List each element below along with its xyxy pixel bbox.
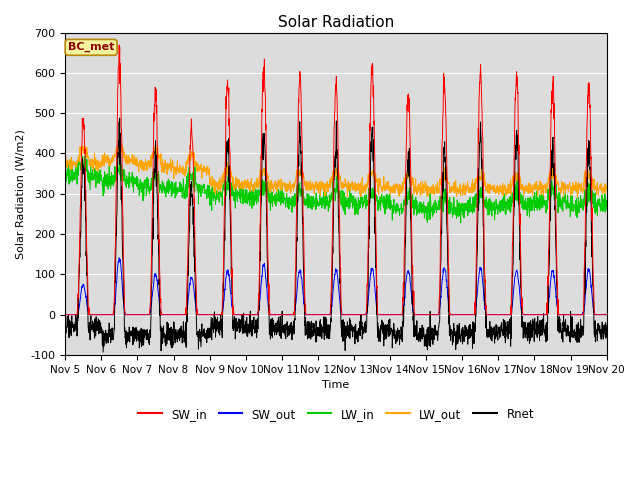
LW_in	[61, 169, 69, 175]
X-axis label: Time: Time	[323, 380, 349, 390]
LW_out	[573, 194, 581, 200]
LW_out	[556, 188, 563, 194]
SW_out	[116, 255, 124, 261]
Rnet	[556, 330, 563, 336]
LW_in	[494, 209, 502, 215]
Rnet	[570, 327, 578, 333]
Rnet	[99, 349, 107, 355]
SW_in	[115, 42, 123, 48]
LW_in	[81, 153, 89, 159]
SW_out	[352, 312, 360, 318]
SW_in	[556, 312, 563, 318]
LW_in	[603, 204, 611, 209]
SW_in	[364, 283, 371, 288]
Title: Solar Radiation: Solar Radiation	[278, 15, 394, 30]
Line: LW_out: LW_out	[65, 144, 607, 197]
Rnet	[364, 299, 372, 305]
SW_in	[352, 312, 360, 318]
Line: SW_out: SW_out	[65, 258, 607, 315]
LW_in	[570, 203, 578, 208]
Rnet	[213, 328, 221, 334]
LW_out	[364, 184, 371, 190]
Y-axis label: Solar Radiation (W/m2): Solar Radiation (W/m2)	[15, 129, 25, 259]
LW_out	[493, 185, 501, 191]
SW_in	[212, 312, 220, 318]
SW_in	[61, 312, 69, 318]
Rnet	[603, 333, 611, 338]
SW_out	[212, 312, 220, 318]
SW_out	[364, 303, 371, 309]
LW_out	[114, 141, 122, 147]
Line: LW_in: LW_in	[65, 156, 607, 223]
Rnet	[352, 334, 360, 340]
LW_in	[457, 220, 465, 226]
LW_in	[352, 195, 360, 201]
LW_in	[212, 192, 220, 198]
LW_out	[603, 182, 611, 188]
LW_out	[352, 186, 360, 192]
LW_out	[570, 184, 578, 190]
LW_out	[212, 184, 220, 190]
SW_out	[603, 312, 611, 318]
Text: BC_met: BC_met	[68, 42, 115, 52]
LW_out	[61, 163, 69, 169]
SW_in	[603, 312, 611, 318]
Rnet	[494, 335, 502, 341]
Line: Rnet: Rnet	[65, 118, 607, 352]
LW_in	[556, 203, 563, 209]
SW_out	[570, 312, 578, 318]
Rnet	[61, 318, 69, 324]
SW_in	[493, 312, 501, 318]
SW_out	[61, 312, 69, 318]
Line: SW_in: SW_in	[65, 45, 607, 315]
LW_in	[364, 200, 371, 206]
Legend: SW_in, SW_out, LW_in, LW_out, Rnet: SW_in, SW_out, LW_in, LW_out, Rnet	[133, 403, 539, 425]
Rnet	[116, 115, 124, 121]
SW_out	[556, 312, 563, 318]
SW_in	[570, 312, 578, 318]
SW_out	[493, 312, 501, 318]
